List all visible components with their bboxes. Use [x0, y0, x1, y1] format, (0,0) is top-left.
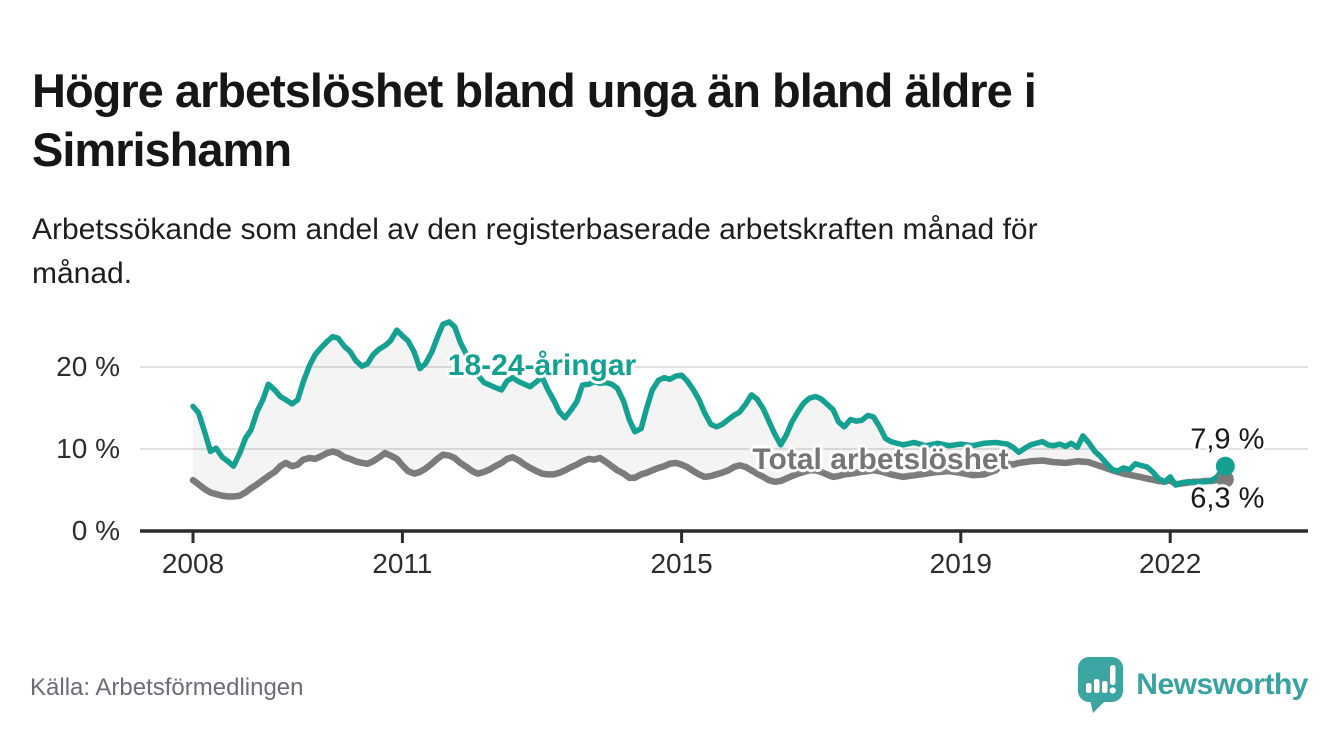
newsworthy-logo-icon — [1077, 656, 1124, 714]
page-subtitle: Arbetssökande som andel av den registerb… — [32, 213, 1038, 290]
end-dot-young — [1215, 456, 1235, 476]
newsworthy-wordmark: Newsworthy — [1136, 668, 1308, 701]
page-title: Högre arbetslöshet bland unga än bland ä… — [32, 64, 1037, 177]
source-note: Källa: Arbetsförmedlingen — [30, 674, 304, 701]
line-young — [190, 319, 1229, 488]
newsworthy-brand: Newsworthy — [1077, 656, 1308, 714]
end-dot-total — [1216, 470, 1234, 488]
line-total — [189, 448, 1229, 500]
